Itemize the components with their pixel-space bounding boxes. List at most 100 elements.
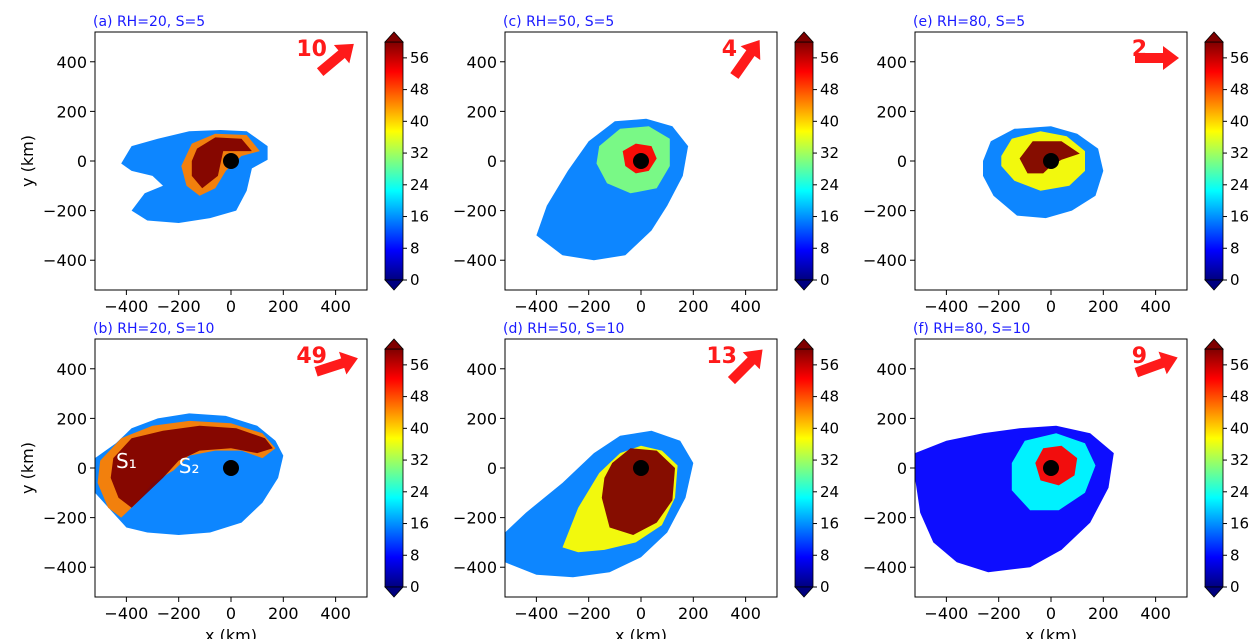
y-axis-label: y (km) [18,442,37,494]
shear-arrow-shape [314,351,358,377]
y-tick-label: −200 [43,202,87,221]
colorbar: 0 8 16 24 32 40 48 56 [384,31,429,291]
y-tick-label: 0 [77,152,87,171]
y-tick-label: 200 [876,409,907,428]
colorbar-tick-label: 56 [1230,356,1249,374]
x-tick-label: −200 [977,604,1021,623]
shear-arrow [1134,351,1178,378]
x-axis-label: x (km) [205,626,257,639]
colorbar-tick-label: 16 [410,208,429,226]
annotation-label: S₁ [116,449,137,473]
y-tick-label: −400 [453,558,497,577]
x-tick-label: 200 [268,604,299,623]
y-tick-label: −200 [453,202,497,221]
colorbar-extend-min [1204,586,1224,598]
colorbar-tick-label: 8 [1230,546,1240,564]
colorbar-scale [1204,348,1224,588]
x-tick-label: −400 [104,297,148,316]
colorbar-tick-label: 56 [820,49,839,67]
colorbar-tick-label: 0 [410,271,420,289]
x-tick-label: 0 [1046,297,1056,316]
colorbar-extend-max [384,338,404,350]
colorbar: 0 8 16 24 32 40 48 56 [1204,31,1249,291]
colorbar-tick-label: 32 [1230,144,1249,162]
rain-layer [601,448,675,535]
colorbar-tick-label: 16 [410,515,429,533]
x-tick-label: 200 [678,604,709,623]
colorbar-tick-label: 8 [820,239,830,257]
y-tick-label: 400 [466,53,497,72]
colorbar-tick-label: 40 [410,112,429,130]
y-tick-label: −400 [43,558,87,577]
colorbar-tick-label: 40 [410,419,429,437]
shear-arrow [730,39,761,79]
y-tick-label: −200 [863,509,907,528]
shear-arrow-shape [1135,46,1179,70]
shear-value: 4 [722,37,737,62]
colorbar-tick-label: 40 [820,112,839,130]
y-tick-label: 200 [876,102,907,121]
storm-center [1043,460,1059,476]
colorbar-tick-label: 56 [820,356,839,374]
y-tick-label: −400 [43,251,87,270]
y-tick-label: −200 [453,509,497,528]
shear-value: 49 [296,344,327,369]
panel-title: (a) RH=20, S=5 [93,14,205,30]
colorbar-extend-max [1204,31,1224,43]
colorbar-extend-max [794,31,814,43]
colorbar-tick-label: 16 [820,208,839,226]
rain-layer [110,425,273,508]
colorbar-scale [794,41,814,281]
colorbar-extend-min [384,279,404,291]
storm-center [633,153,649,169]
colorbar-tick-label: 24 [410,176,429,194]
y-tick-label: 400 [466,360,497,379]
colorbar-tick-label: 32 [820,144,839,162]
colorbar-tick-label: 48 [1230,388,1249,406]
x-tick-label: 0 [636,604,646,623]
colorbar-extend-min [384,586,404,598]
storm-center [223,153,239,169]
colorbar-tick-label: 0 [410,578,420,596]
colorbar-tick-label: 48 [820,388,839,406]
panel-title: (b) RH=20, S=10 [93,321,214,337]
y-tick-label: 0 [77,459,87,478]
y-tick-label: −200 [43,509,87,528]
x-tick-label: −200 [157,604,201,623]
colorbar-tick-label: 40 [820,419,839,437]
colorbar-scale [794,348,814,588]
colorbar-extend-min [1204,279,1224,291]
storm-field [95,413,284,535]
y-tick-label: 200 [466,409,497,428]
colorbar-tick-label: 0 [820,578,830,596]
x-tick-label: 400 [730,604,761,623]
colorbar-scale [384,348,404,588]
x-tick-label: −200 [567,604,611,623]
x-tick-label: −400 [514,297,558,316]
x-tick-label: −400 [514,604,558,623]
x-tick-label: −200 [977,297,1021,316]
y-tick-label: 0 [487,152,497,171]
x-tick-label: 0 [226,604,236,623]
x-tick-label: −400 [924,297,968,316]
colorbar-tick-label: 16 [1230,208,1249,226]
colorbar-tick-label: 24 [1230,483,1249,501]
colorbar: 0 8 16 24 32 40 48 56 [794,338,839,598]
colorbar-tick-label: 56 [410,356,429,374]
x-tick-label: −200 [157,297,201,316]
y-tick-label: −400 [863,558,907,577]
shear-arrow [316,43,354,76]
colorbar-extend-min [794,586,814,598]
storm-center [223,460,239,476]
colorbar-tick-label: 56 [410,49,429,67]
y-tick-label: 400 [876,360,907,379]
colorbar-tick-label: 8 [410,239,420,257]
shear-value: 2 [1132,37,1147,62]
y-tick-label: 400 [56,53,87,72]
panel-title: (e) RH=80, S=5 [913,14,1025,30]
y-tick-label: 0 [897,152,907,171]
